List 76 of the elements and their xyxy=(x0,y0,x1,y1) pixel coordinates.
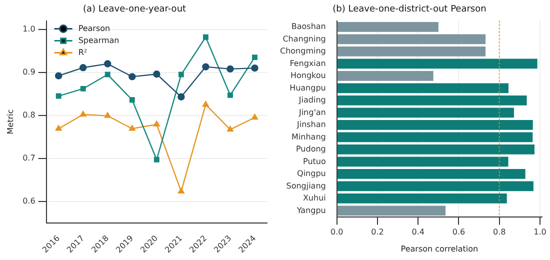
point xyxy=(227,126,234,132)
x-tick-label: 0.2 xyxy=(371,228,384,237)
point xyxy=(252,54,258,60)
bar xyxy=(337,83,508,94)
point xyxy=(178,72,184,78)
chart-title: (b) Leave-one-district-out Pearson xyxy=(332,4,486,15)
bar xyxy=(337,46,486,56)
point xyxy=(153,70,160,78)
y-tick-label: 0.9 xyxy=(22,67,36,76)
point xyxy=(202,34,208,40)
bar xyxy=(337,58,538,69)
y-tick-label: Jiading xyxy=(298,96,326,105)
x-axis-title: Pearson correlation xyxy=(400,244,478,254)
y-tick-label: Putuo xyxy=(303,156,326,166)
legend-label: Pearson xyxy=(78,24,110,33)
point xyxy=(104,60,112,68)
point xyxy=(252,114,258,120)
y-tick-label: Qingpu xyxy=(297,169,326,178)
point xyxy=(80,86,86,92)
y-tick-label: Songjiang xyxy=(286,181,326,190)
y-tick-label: Pudong xyxy=(296,144,326,154)
chart-title: (a) Leave-one-year-out xyxy=(82,4,187,15)
point xyxy=(128,73,136,80)
point xyxy=(154,156,160,162)
point xyxy=(80,64,87,72)
point xyxy=(153,120,160,126)
point xyxy=(55,125,62,131)
legend-label: Spearman xyxy=(78,36,120,45)
bar xyxy=(337,132,533,142)
point xyxy=(178,188,184,194)
legend-label: R² xyxy=(78,48,88,57)
bar xyxy=(337,206,446,216)
bar xyxy=(337,181,534,192)
point xyxy=(54,72,62,80)
y-tick-label: Baoshan xyxy=(291,22,326,32)
bar xyxy=(337,168,526,179)
y-tick-label: Jinshan xyxy=(296,120,326,130)
point xyxy=(80,110,86,117)
bar xyxy=(337,95,527,106)
y-tick-label: Yangpu xyxy=(296,206,326,215)
x-tick-label: 0.6 xyxy=(452,228,466,237)
point xyxy=(128,125,136,131)
point xyxy=(104,112,111,118)
point xyxy=(251,64,258,72)
point xyxy=(178,93,185,100)
y-tick-label: 1.0 xyxy=(22,24,36,34)
bar xyxy=(337,144,534,154)
bar xyxy=(337,108,514,118)
bar xyxy=(337,193,507,204)
y-tick-label: Fengxian xyxy=(290,58,326,68)
y-tick-label: 0.7 xyxy=(22,153,36,162)
y-tick-label: Chongming xyxy=(280,46,326,56)
x-tick-label: 1.0 xyxy=(534,228,546,237)
y-tick-label: 0.6 xyxy=(22,196,36,206)
y-tick-label: Hongkou xyxy=(290,71,326,80)
bar xyxy=(337,34,486,44)
bar xyxy=(337,22,438,32)
y-axis-title: Metric xyxy=(6,109,15,134)
point xyxy=(56,93,62,99)
y-tick-label: Xuhui xyxy=(302,194,326,203)
x-tick-label: 0.8 xyxy=(492,228,506,237)
point xyxy=(228,92,233,98)
bar xyxy=(337,70,434,81)
y-tick-label: 0.8 xyxy=(22,110,36,120)
point xyxy=(129,97,135,103)
y-tick-label: Huangpu xyxy=(290,83,326,92)
x-tick-label: 0.0 xyxy=(330,228,344,237)
y-tick-label: Jing'an xyxy=(298,108,326,117)
point xyxy=(104,72,110,78)
x-tick-label: 0.4 xyxy=(412,228,424,237)
bar xyxy=(337,156,508,167)
point xyxy=(226,65,234,73)
y-tick-label: Minhang xyxy=(292,132,326,142)
bar xyxy=(337,120,533,130)
point xyxy=(202,63,210,70)
y-tick-label: Changning xyxy=(282,34,326,44)
